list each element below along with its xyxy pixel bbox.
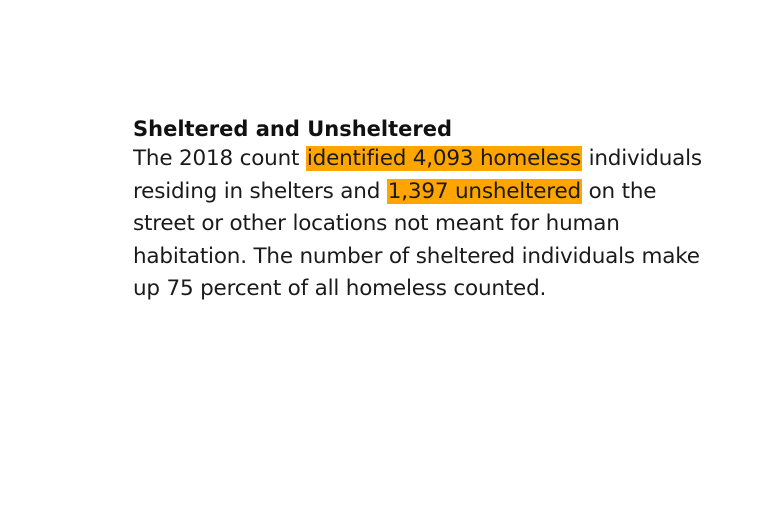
paragraph-text-2: individuals residing in shelters and [133, 146, 702, 204]
paragraph-text-1: The 2018 count [133, 146, 306, 171]
text-card: Sheltered and Unsheltered The 2018 count… [133, 115, 713, 306]
body-paragraph: The 2018 count identified 4,093 homeless… [133, 143, 713, 306]
paragraph-text-3: on the street or other locations not mea… [133, 178, 700, 302]
highlight-unsheltered-count: 1,397 unsheltered [386, 178, 582, 204]
highlight-sheltered-count: identified 4,093 homeless [305, 146, 582, 171]
section-heading: Sheltered and Unsheltered [133, 117, 453, 141]
